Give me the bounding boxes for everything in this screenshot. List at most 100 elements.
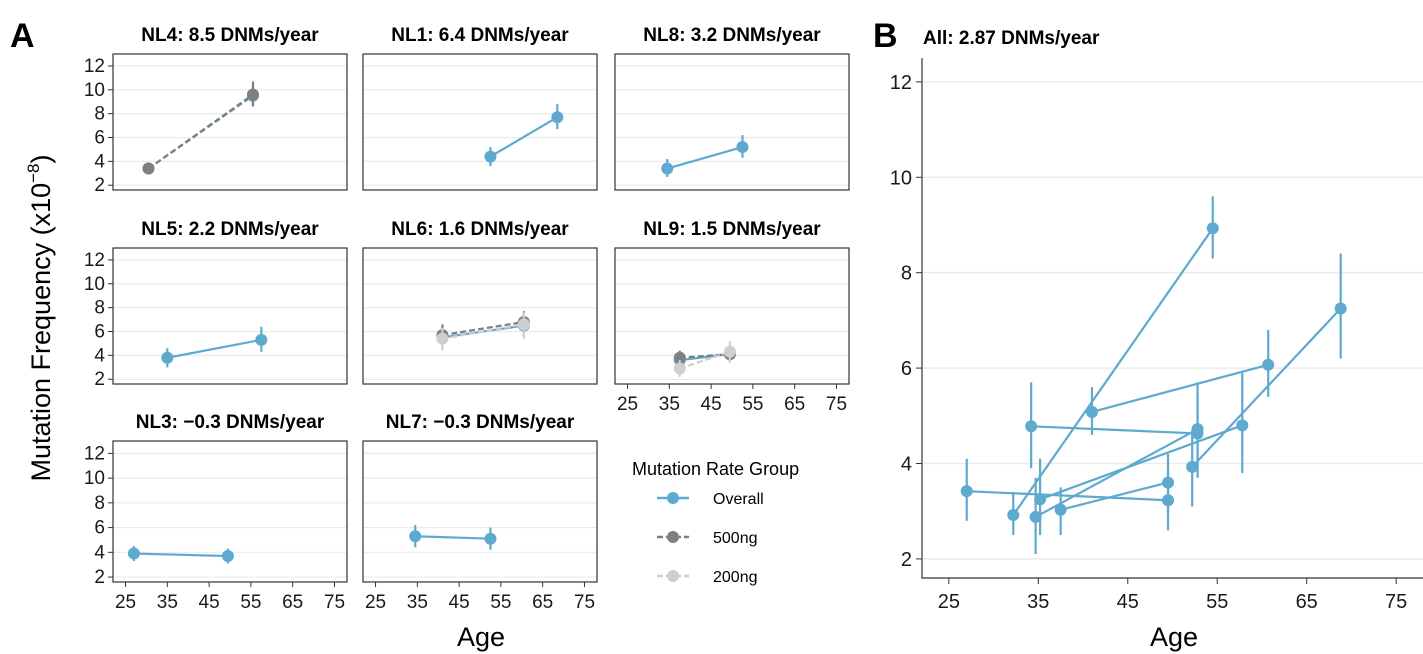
y-tick-label: 10 [84,80,105,101]
data-point [142,162,155,175]
x-tick-label: 35 [407,592,428,613]
panel-b-background [922,58,1423,578]
facet-nl9: NL9: 1.5 DNMs/year 25 35 45 55 65 75 [614,219,850,415]
x-tick-label: 35 [659,394,680,415]
legend-key-point [667,492,679,504]
y-tick-label: 12 [890,72,912,94]
data-point [1162,476,1175,489]
y-tick-label: 10 [84,274,105,295]
series-500ng [142,81,259,175]
panel-b-title: All: 2.87 DNMs/year [923,28,1100,49]
data-point [484,532,497,545]
x-tick-label: 35 [157,592,178,613]
trend-line [133,552,228,558]
panel-b-plot: 2 4 6 8 10 12 25 35 45 55 65 75 [890,58,1423,613]
legend-item-500ng: 500ng [657,530,758,547]
data-point [127,547,140,560]
x-tick-label: 65 [1296,591,1318,613]
trend-line [1012,227,1214,516]
facet-border [362,247,598,385]
trend-line [147,93,254,170]
panel-label-a: A [10,17,35,55]
series-overall [661,135,749,177]
data-point [1085,405,1098,418]
y-tick-label: 10 [84,468,105,489]
facet-border [112,440,348,583]
facet-title: NL4: 8.5 DNMs/year [141,25,319,46]
x-tick-label: 65 [532,592,553,613]
facet-title: NL9: 1.5 DNMs/year [643,219,821,240]
x-tick-label: 45 [449,592,470,613]
y-tick-label: 6 [94,518,105,539]
data-point [484,150,497,163]
data-point [1025,420,1038,433]
series-nl5 [1034,372,1249,536]
facet-background [615,54,849,190]
y-tick-label: 12 [84,250,105,271]
facet-border [614,247,850,385]
series-overall [161,326,268,368]
data-point [409,530,422,543]
facet-background [363,248,597,384]
facet-nl3: NL3: −0.3 DNMs/year 2 4 6 8 10 12 25 35 45 55 65 75 [84,412,348,613]
data-point [673,351,686,364]
x-tick-label: 35 [1027,591,1049,613]
y-tick-label: 12 [84,443,105,464]
facet-border [112,247,348,385]
trend-line [966,490,1169,502]
series-nl1 [1186,253,1347,507]
y-tick-label: 10 [890,167,912,189]
trend-line [1091,363,1269,414]
trend-line [167,338,262,359]
facet-background [113,248,347,384]
data-point [723,345,736,358]
legend-label-500ng: 500ng [713,530,758,547]
data-point [551,111,564,124]
facet-border [112,53,348,191]
trend-line [1039,424,1243,501]
series-nl4 [1007,196,1219,536]
trend-line [442,320,525,337]
facet-nl4: NL4: 8.5 DNMs/year 2 46 8 10 12 [84,25,348,196]
data-point [1029,510,1042,523]
x-tick-label: 25 [617,394,638,415]
facet-border [362,440,598,583]
y-tick-label: 6 [94,128,105,149]
facet-title: NL7: −0.3 DNMs/year [386,412,575,433]
data-point [221,550,234,563]
trend-line [1060,481,1169,511]
trend-line [1031,425,1198,435]
y-tick-label: 2 [94,369,105,390]
legend-title: Mutation Rate Group [632,459,799,479]
data-point [1262,358,1275,371]
series-overall [409,525,497,550]
trend-line [666,145,743,170]
x-tick-label: 75 [574,592,595,613]
data-point [1334,302,1347,315]
data-point [1054,503,1067,516]
series-overall [484,104,564,167]
series-nl8 [1029,382,1204,555]
x-tick-label: 75 [826,394,847,415]
legend-key-point [667,570,679,582]
facet-border [362,53,598,191]
data-point [161,351,174,364]
y-tick-label: 4 [94,345,105,366]
trend-line [415,535,491,540]
y-tick-label: 4 [94,151,105,172]
facet-title: NL3: −0.3 DNMs/year [136,412,325,433]
legend-label-200ng: 200ng [713,569,758,586]
x-tick-label: 55 [742,394,763,415]
data-point [246,88,259,101]
x-tick-label: 45 [701,394,722,415]
panel-a-y-axis-title: Mutation Frequency (x10−8) [24,154,56,481]
panel-a-x-axis-title: Age [457,622,505,652]
y-tick-label: 4 [901,454,912,476]
series-200ng [436,312,530,351]
y-tick-label: 4 [94,542,105,563]
series-overall [127,546,234,564]
data-point [1034,493,1047,506]
x-tick-label: 65 [282,592,303,613]
data-point [1191,423,1204,436]
